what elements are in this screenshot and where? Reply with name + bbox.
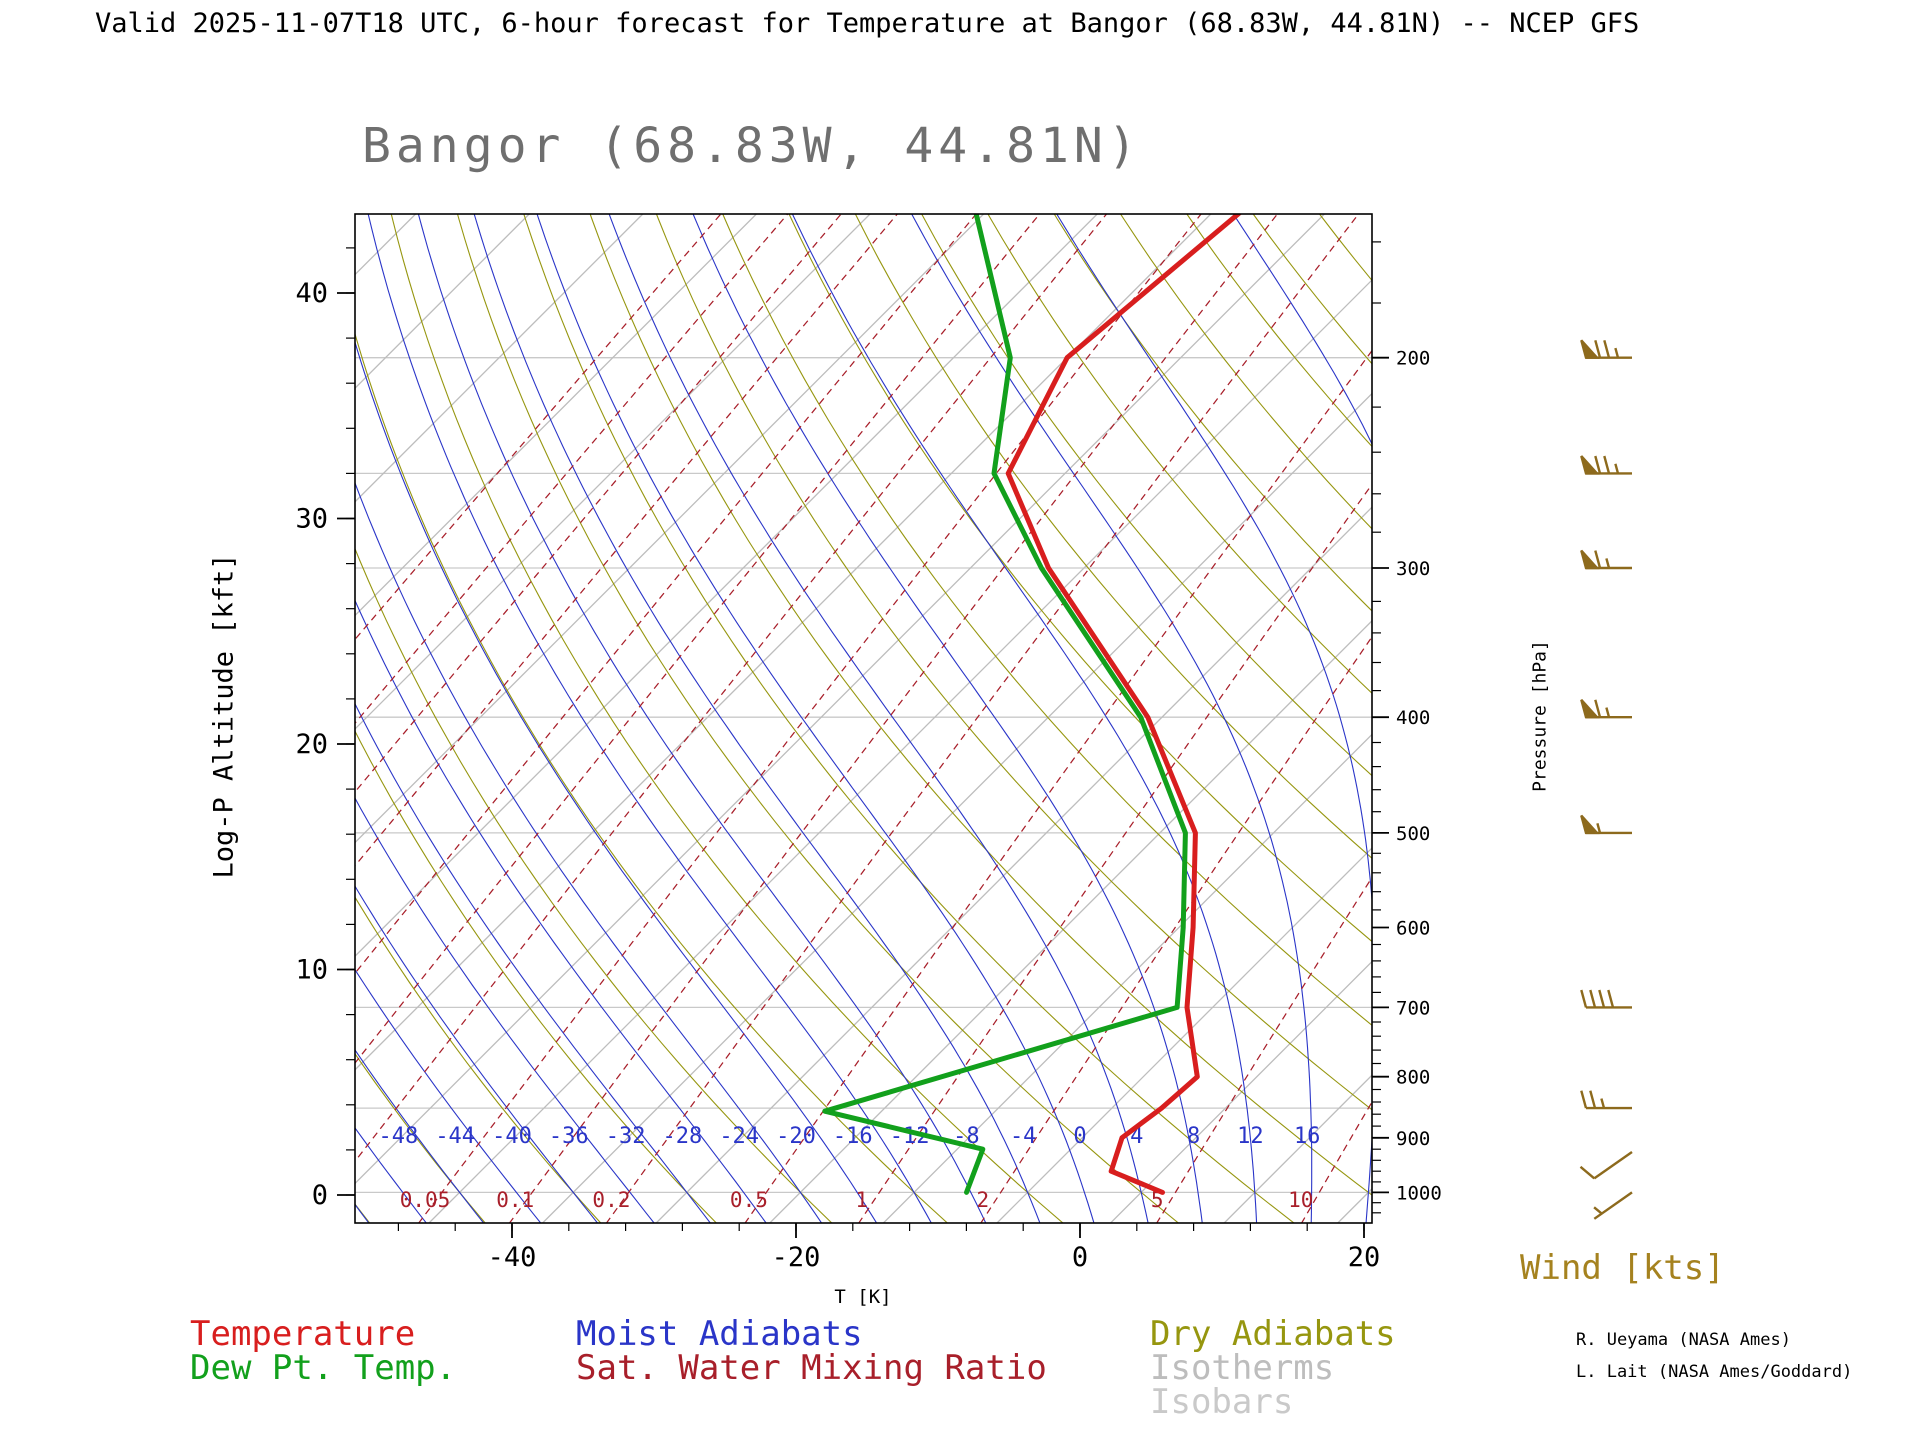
plot-border [354,213,1373,1224]
svg-text:1000: 1000 [1396,1182,1442,1204]
svg-text:1: 1 [855,1188,868,1212]
svg-text:0.05: 0.05 [400,1188,451,1212]
svg-text:0: 0 [312,1180,328,1211]
svg-text:0: 0 [1072,1242,1088,1273]
svg-text:200: 200 [1396,348,1430,370]
wind-barb-300 [1580,549,1632,570]
svg-text:8: 8 [1187,1124,1200,1149]
svg-text:900: 900 [1396,1128,1430,1150]
legend-moist-adiabats: Moist Adiabats [576,1314,863,1354]
svg-text:-28: -28 [663,1124,703,1149]
wind-barbs [1579,339,1633,1220]
credit-line-2: L. Lait (NASA Ames/Goddard) [1576,1362,1853,1382]
legend-dry-adiabats: Dry Adiabats [1150,1314,1396,1354]
legend-isotherms: Isotherms [1150,1348,1335,1388]
legend-isobars: Isobars [1150,1382,1294,1422]
svg-text:0.1: 0.1 [496,1188,534,1212]
chart-title: Bangor (68.83W, 44.81N) [362,118,1142,174]
wind-barb-500 [1580,814,1632,835]
svg-text:40: 40 [295,278,328,309]
svg-text:12: 12 [1237,1124,1264,1149]
svg-text:700: 700 [1396,997,1430,1019]
svg-text:-36: -36 [549,1124,589,1149]
svg-text:-24: -24 [719,1124,759,1149]
credit-line-1: R. Ueyama (NASA Ames) [1576,1330,1791,1350]
pressure-axis: 200 300 400 500 600 700 800 900 1000 [1372,241,1442,1214]
wind-barb-250 [1580,455,1632,475]
svg-text:10: 10 [295,955,328,986]
temperature-line [1005,214,1243,1195]
svg-text:-48: -48 [379,1124,419,1149]
legend-dewpoint: Dew Pt. Temp. [190,1348,457,1388]
svg-text:300: 300 [1396,558,1430,580]
dewpoint-line [822,214,1188,1195]
page-header: Valid 2025-11-07T18 UTC, 6-hour forecast… [95,8,1640,39]
wind-barb-925 [1579,1151,1633,1180]
svg-text:-4: -4 [1010,1124,1037,1149]
mixing-ratio-labels: 0.05 0.1 0.2 0.5 1 2 5 10 [400,1188,1314,1212]
svg-text:600: 600 [1396,918,1430,940]
svg-text:0: 0 [1073,1124,1086,1149]
svg-text:0.5: 0.5 [730,1188,768,1212]
svg-text:20: 20 [295,729,328,760]
legend-temperature: Temperature [190,1314,416,1354]
svg-text:-44: -44 [435,1124,475,1149]
wind-barb-850 [1580,1090,1632,1110]
svg-text:2: 2 [976,1188,989,1212]
svg-text:16: 16 [1294,1124,1321,1149]
temperature-axis: -40 -20 0 20 [397,1223,1381,1273]
x-axis-label: T [K] [834,1286,892,1308]
svg-text:400: 400 [1396,707,1430,729]
isobars [355,357,1372,1194]
moist-adiabat-labels: -48 -44 -40 -36 -32 -28 -24 -20 -16 -12 -8 -4 0 4 8 12 1… [379,1124,1321,1149]
svg-text:0.2: 0.2 [592,1188,630,1212]
wind-barb-400 [1580,698,1632,719]
svg-text:800: 800 [1396,1067,1430,1089]
svg-text:30: 30 [295,504,328,535]
svg-text:-40: -40 [488,1242,537,1273]
wind-barb-700 [1580,989,1632,1009]
svg-text:-40: -40 [492,1124,532,1149]
wind-barb-200 [1580,339,1632,359]
svg-text:-16: -16 [833,1124,873,1149]
wind-barb-1000 [1593,1191,1633,1220]
altitude-axis: 0 10 20 30 40 [295,247,355,1211]
legend-mixing-ratio: Sat. Water Mixing Ratio [576,1348,1047,1388]
plot-field: -48 -44 -40 -36 -32 -28 -24 -20 -16 -12 -8 -4 0 4 8 12 1… [355,214,1372,1223]
y-axis-label: Log-P Altitude [kft] [208,553,240,879]
svg-text:500: 500 [1396,823,1430,845]
wind-section-title: Wind [kts] [1520,1248,1725,1288]
svg-text:20: 20 [1348,1242,1381,1273]
svg-text:10: 10 [1288,1188,1313,1212]
svg-text:-32: -32 [606,1124,646,1149]
mixing-ratio-lines [355,214,1372,1223]
pressure-axis-label: Pressure [hPa] [1529,640,1551,792]
svg-text:-20: -20 [772,1242,821,1273]
svg-text:-20: -20 [776,1124,816,1149]
